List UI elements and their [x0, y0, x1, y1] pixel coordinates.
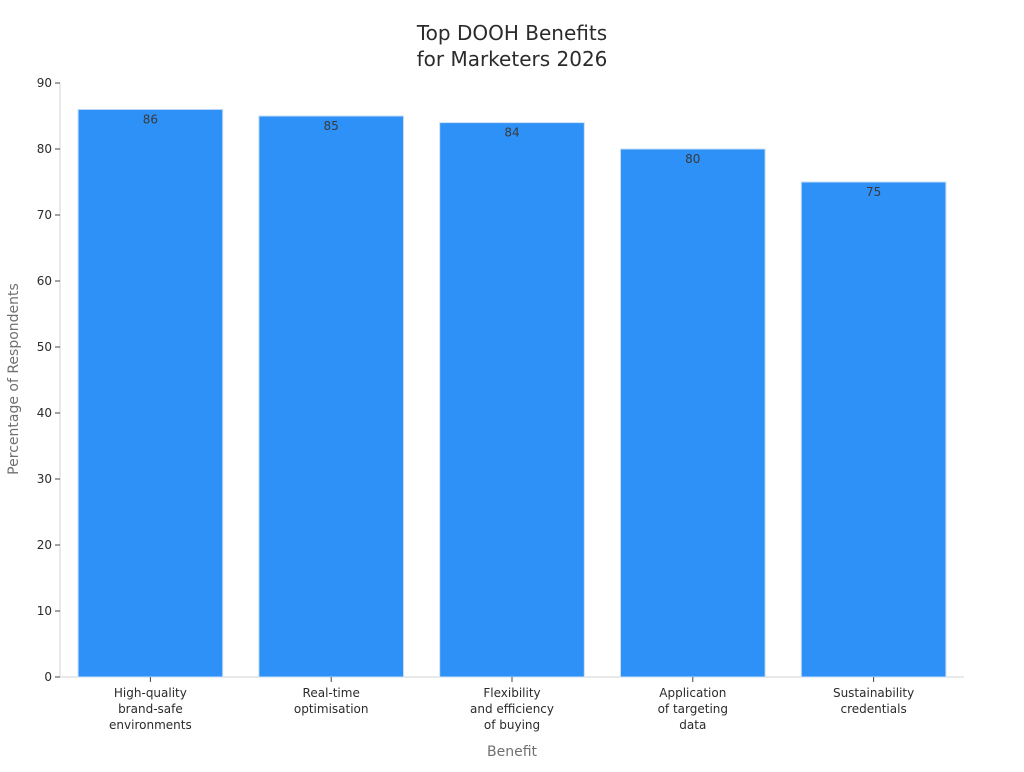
bar-value-label: 80 — [685, 152, 700, 166]
y-tick-label: 50 — [37, 340, 52, 354]
x-tick-label-line: of targeting — [658, 702, 728, 716]
x-axis-label: Benefit — [487, 744, 538, 760]
bar[interactable] — [619, 148, 766, 678]
y-tick-label: 20 — [37, 538, 52, 552]
x-tick-label-line: brand-safe — [118, 702, 183, 716]
x-tick-label-line: and efficiency — [470, 702, 554, 716]
x-tick-label: Sustainability credentials — [833, 686, 914, 716]
y-tick-label: 70 — [37, 208, 52, 222]
y-tick-label: 30 — [37, 472, 52, 486]
y-tick-label: 0 — [44, 670, 52, 684]
bar[interactable] — [77, 108, 224, 678]
y-tick-label: 60 — [37, 274, 52, 288]
x-tick-label-line: credentials — [840, 702, 906, 716]
x-tick-label-line: High-quality — [114, 686, 187, 700]
bar[interactable] — [439, 122, 585, 678]
x-tick-label: Real-time optimisation — [294, 686, 369, 716]
x-tick-label: Application of targeting data — [658, 686, 728, 732]
chart-title-line-2: for Marketers 2026 — [417, 47, 608, 71]
x-tick-label-line: environments — [109, 718, 192, 732]
y-tick-label: 40 — [37, 406, 52, 420]
x-tick-label-line: optimisation — [294, 702, 369, 716]
y-axis-label: Percentage of Respondents — [6, 283, 22, 475]
x-tick-label: Flexibility and efficiency of buying — [470, 686, 554, 732]
x-tick-label-line: Real-time — [303, 686, 360, 700]
bars: 86 85 84 80 75 — [77, 108, 947, 678]
y-axis-ticks: 0 10 20 30 40 50 60 70 80 90 — [37, 76, 60, 684]
x-tick-label-line: Flexibility — [483, 686, 540, 700]
y-tick-label: 90 — [37, 76, 52, 90]
x-tick-label-line: of buying — [484, 718, 540, 732]
chart-title: Top DOOH Benefits for Marketers 2026 — [416, 21, 608, 71]
bar[interactable] — [800, 181, 947, 678]
y-tick-label: 10 — [37, 604, 52, 618]
bar-value-label: 85 — [324, 119, 339, 133]
x-tick-label: High-quality brand-safe environments — [109, 686, 192, 732]
x-tick-label-line: Sustainability — [833, 686, 914, 700]
bar[interactable] — [258, 115, 405, 678]
bar-value-label: 75 — [866, 185, 881, 199]
chart-title-line-1: Top DOOH Benefits — [416, 21, 607, 45]
x-tick-label-line: data — [679, 718, 706, 732]
x-tick-label-line: Application — [659, 686, 726, 700]
x-axis-ticks: High-quality brand-safe environments Real-t… — [109, 677, 914, 732]
bar-value-label: 84 — [504, 126, 519, 140]
bar-value-label: 86 — [143, 112, 158, 126]
y-tick-label: 80 — [37, 142, 52, 156]
